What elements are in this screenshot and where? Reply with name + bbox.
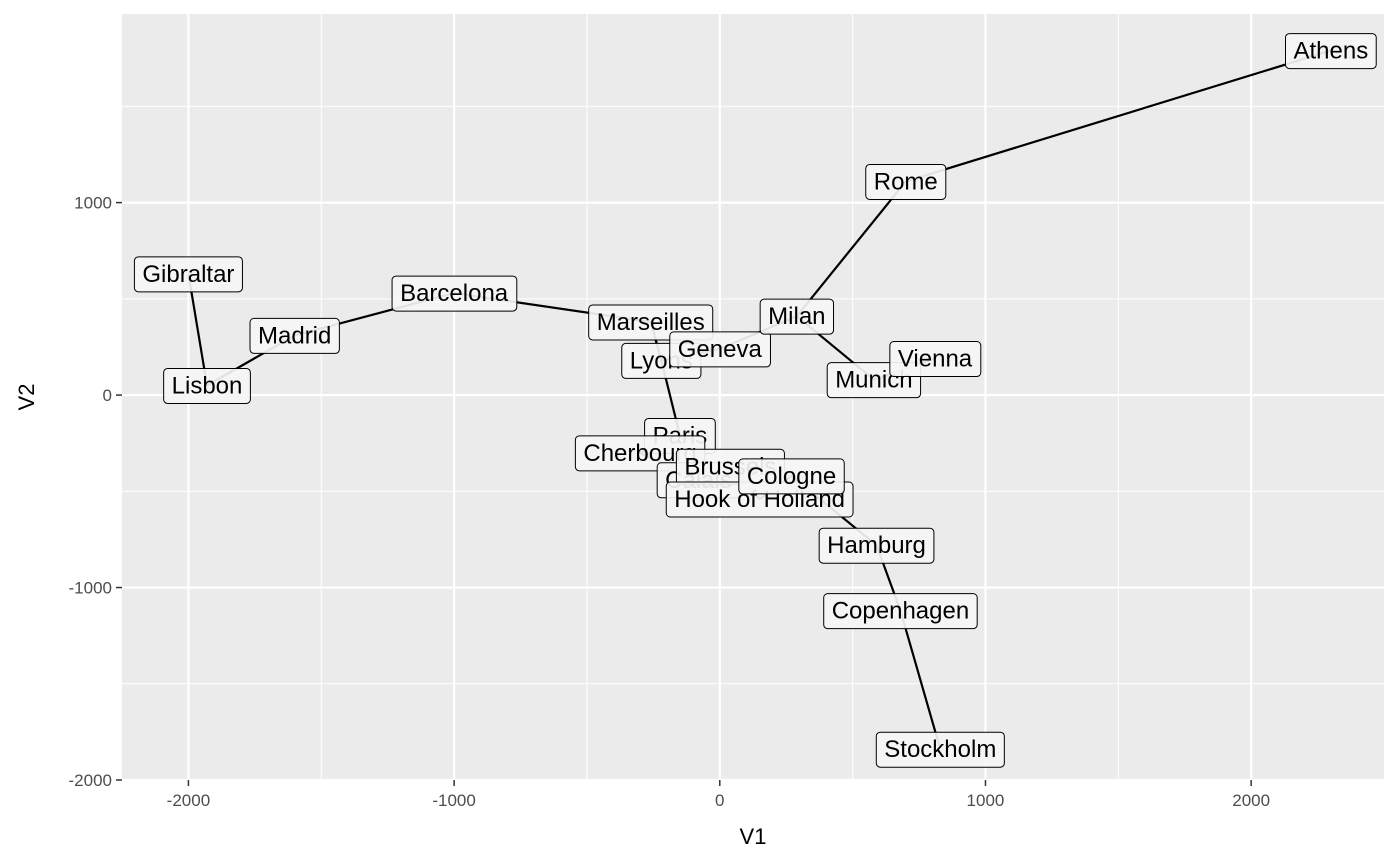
x-axis: -2000 -1000 0 1000 2000 [167, 780, 1270, 810]
city-label-hamburg: Hamburg [818, 527, 935, 564]
label-box [818, 527, 935, 564]
label-box [759, 298, 835, 335]
x-tick-label: 2000 [1232, 791, 1270, 810]
label-box [865, 163, 947, 200]
city-label-marseilles: Marseilles [588, 304, 714, 341]
label-text: Lisbon [172, 372, 243, 399]
city-labels: Gibraltar Lisbon Madrid Barcelona Marseilles… [133, 33, 1377, 768]
city-label-stockholm: Stockholm [875, 731, 1005, 768]
label-box [823, 593, 978, 630]
label-box [391, 275, 518, 312]
label-box [669, 331, 771, 368]
city-label-milan: Milan [759, 298, 835, 335]
city-label-lisbon: Lisbon [163, 367, 251, 404]
label-box [875, 731, 1005, 768]
label-text: Milan [768, 303, 825, 330]
label-text: Athens [1294, 38, 1369, 65]
x-tick-label: -1000 [432, 791, 475, 810]
label-box [889, 341, 982, 378]
label-text: Cologne [747, 463, 836, 490]
y-tick-label: 1000 [74, 194, 112, 213]
label-box [163, 367, 251, 404]
label-text: Madrid [258, 322, 331, 349]
city-label-madrid: Madrid [249, 317, 340, 354]
city-label-vienna: Vienna [889, 341, 982, 378]
city-label-gibraltar: Gibraltar [133, 256, 243, 293]
label-text: Gibraltar [142, 261, 234, 288]
y-axis: -2000 -1000 0 1000 [69, 194, 122, 790]
label-box [1285, 33, 1377, 70]
city-label-copenhagen: Copenhagen [823, 593, 978, 630]
x-axis-title: V1 [740, 824, 767, 849]
label-text: Stockholm [884, 736, 996, 763]
label-text: Rome [874, 168, 938, 195]
label-box [738, 458, 845, 495]
x-tick-label: 1000 [967, 791, 1005, 810]
label-box [133, 256, 243, 293]
y-tick-label: -1000 [69, 579, 112, 598]
x-tick-label: 0 [715, 791, 724, 810]
city-label-barcelona: Barcelona [391, 275, 518, 312]
plot-panel [122, 14, 1384, 780]
label-box [588, 304, 714, 341]
label-text: Hamburg [827, 532, 926, 559]
city-label-athens: Athens [1285, 33, 1377, 70]
label-text: Barcelona [400, 280, 509, 307]
label-text: Geneva [678, 336, 763, 363]
city-label-rome: Rome [865, 163, 947, 200]
label-text: Copenhagen [832, 598, 969, 625]
city-label-cologne: Cologne [738, 458, 845, 495]
y-tick-label: -2000 [69, 771, 112, 790]
label-box [249, 317, 340, 354]
y-tick-label: 0 [103, 386, 112, 405]
y-axis-title: V2 [14, 384, 39, 411]
city-label-geneva: Geneva [669, 331, 771, 368]
x-tick-label: -2000 [167, 791, 210, 810]
label-text: Vienna [898, 346, 973, 373]
